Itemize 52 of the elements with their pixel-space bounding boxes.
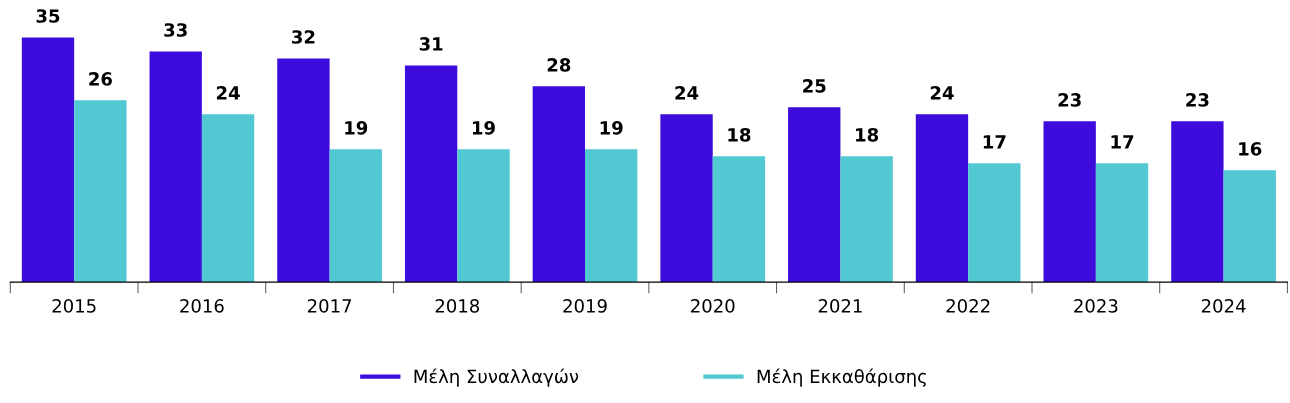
bar [74,100,127,283]
bar [915,114,969,283]
data-label: 17 [983,135,1006,149]
bar [788,107,841,283]
data-label: 28 [547,58,571,72]
bar [712,156,766,283]
data-label: 18 [856,128,879,142]
data-label: 31 [419,37,443,51]
data-label: 19 [472,121,495,135]
bar [277,58,330,283]
data-label: 26 [89,72,112,86]
x-tick-label: 2022 [946,299,990,313]
bar [968,163,1021,283]
bar [585,149,638,283]
bar [404,65,458,283]
data-label: 18 [728,128,751,142]
bar [660,114,713,283]
x-tick-label: 2018 [435,299,480,313]
data-label: 16 [1239,142,1262,156]
legend-label: Μέλη Συναλλαγών [414,368,579,387]
bar [457,149,510,283]
bar [201,114,255,283]
x-tick-label: 2021 [818,299,862,313]
bar [1223,170,1276,283]
data-label: 23 [1186,93,1209,107]
data-label: 19 [345,121,368,135]
x-tick-label: 2024 [1201,299,1246,313]
data-label: 35 [36,9,60,23]
data-label: 24 [675,86,699,100]
data-label: 32 [292,30,315,44]
data-label: 24 [216,86,240,100]
legend-label: Μέλη Εκκαθάρισης [757,368,926,387]
data-label: 24 [930,86,954,100]
bar [1171,121,1224,283]
x-tick-label: 2019 [563,299,607,313]
bar [1043,121,1096,283]
x-tick-label: 2017 [307,299,352,313]
bar [149,51,202,283]
bar [840,156,893,283]
x-tick-label: 2016 [180,299,224,313]
bar [329,149,382,283]
bar [21,37,75,283]
x-tick-label: 2020 [691,299,735,313]
data-label: 19 [600,121,623,135]
data-label: 33 [164,23,187,37]
bar [1095,163,1149,283]
x-tick-label: 2023 [1074,299,1118,313]
data-label: 17 [1111,135,1134,149]
bar [532,86,586,283]
data-label: 25 [803,79,826,93]
data-label: 23 [1058,93,1081,107]
x-tick-label: 2015 [52,299,96,313]
